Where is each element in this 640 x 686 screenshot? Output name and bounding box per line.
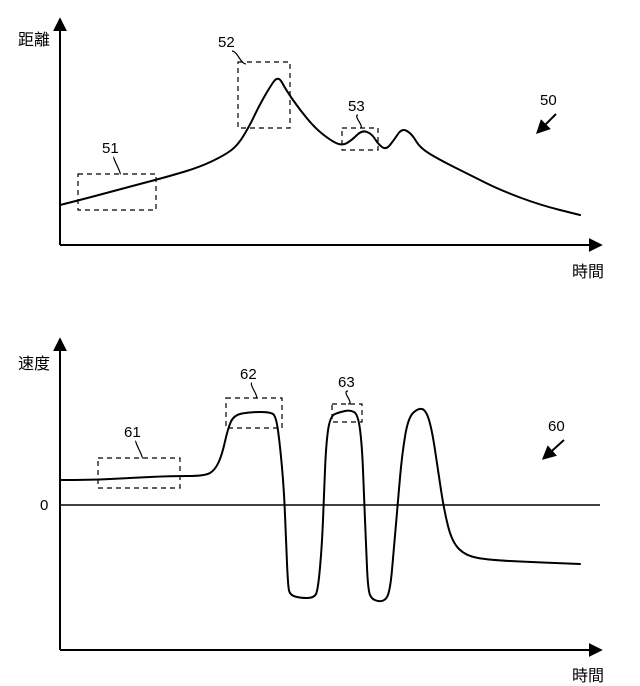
- ref-63: 63: [338, 374, 355, 391]
- top-x-axis-label: 時間: [572, 258, 604, 282]
- ref-60: 60: [548, 418, 565, 435]
- top-y-axis-label: 距離: [18, 26, 50, 50]
- ref-61: 61: [124, 424, 141, 441]
- ref-51: 51: [102, 140, 119, 157]
- bot-x-axis-label: 時間: [572, 662, 604, 686]
- ref-50: 50: [540, 92, 557, 109]
- zero-label: 0: [40, 497, 48, 514]
- figure-stage: 距離 時間 速度 時間 0 50 51 52 53 60 61 62 63: [0, 0, 640, 682]
- bot-y-axis-label: 速度: [18, 350, 50, 374]
- ref-62: 62: [240, 366, 257, 383]
- ref-53: 53: [348, 98, 365, 115]
- ref-52: 52: [218, 34, 235, 51]
